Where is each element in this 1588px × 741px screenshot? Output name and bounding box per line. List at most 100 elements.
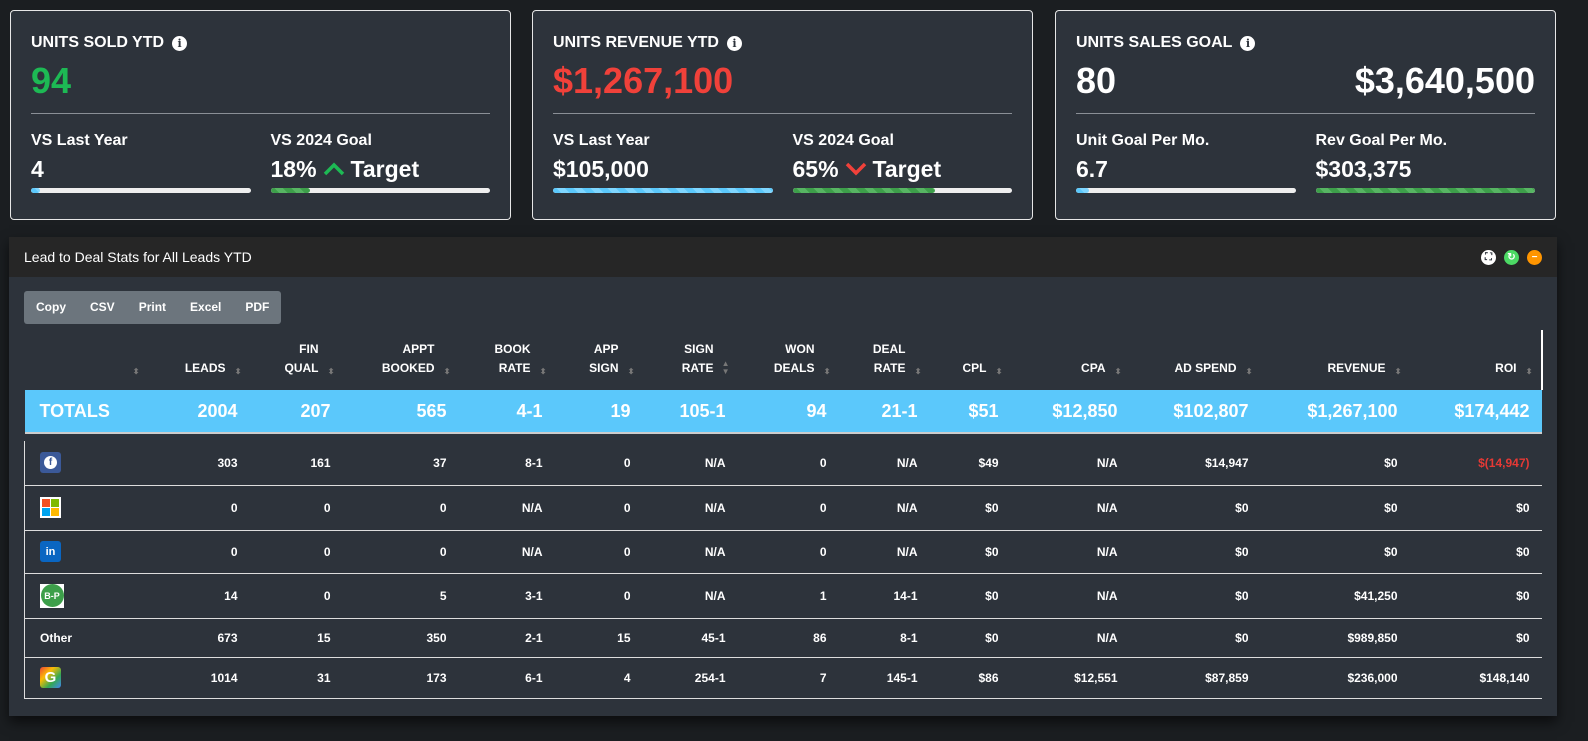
- stat-label: VS 2024 Goal: [792, 132, 894, 149]
- column-header[interactable]: CPL ⬍: [962, 361, 1003, 376]
- kpi-card: UNITS SALES GOAL i 80 $3,640,500 Unit Goal…: [1055, 10, 1556, 220]
- column-header[interactable]: APPT BOOKED ⬍: [381, 342, 451, 376]
- table-cell: N/A: [1010, 618, 1130, 658]
- table-cell: $0: [929, 618, 1011, 658]
- column-header[interactable]: ROI ⬍: [1409, 330, 1543, 390]
- expand-icon[interactable]: ⛶: [1481, 249, 1496, 265]
- csv-button[interactable]: CSV: [90, 300, 115, 314]
- table-cell: $(14,947): [1409, 441, 1542, 486]
- column-header[interactable]: FIN QUAL ⬍: [284, 342, 335, 376]
- column-header[interactable]: DEAL RATE ⬍: [872, 342, 922, 376]
- sort-icon[interactable]: ⬍: [914, 367, 922, 376]
- kpi-card: UNITS SOLD YTD i 94 VS Last Year 4 VS 202…: [10, 10, 511, 220]
- source-cell: f: [24, 441, 148, 486]
- source-cell: G: [24, 657, 148, 699]
- table-cell: 0: [554, 441, 643, 486]
- table-cell: 673: [147, 618, 250, 658]
- table-cell: N/A: [1010, 530, 1130, 574]
- column-header[interactable]: APP SIGN ⬍: [589, 342, 635, 376]
- sort-icon[interactable]: ⬍: [443, 367, 451, 376]
- info-icon[interactable]: i: [726, 35, 742, 51]
- copy-button[interactable]: Copy: [36, 300, 66, 314]
- table-cell: N/A: [1010, 573, 1130, 619]
- sort-icon[interactable]: ⬍: [234, 367, 242, 376]
- table-cell: 15: [249, 618, 343, 658]
- sort-icon[interactable]: ⬍: [327, 367, 335, 376]
- minimize-icon[interactable]: −: [1527, 249, 1542, 265]
- left-stat: Unit Goal Per Mo. 6.7: [1076, 132, 1296, 193]
- column-header[interactable]: WON DEALS ⬍: [773, 342, 831, 376]
- totals-cell: $51: [929, 390, 1011, 434]
- table-cell: N/A: [642, 573, 738, 619]
- card-title: UNITS REVENUE YTD: [553, 34, 719, 51]
- totals-cell: TOTALS: [24, 390, 148, 434]
- column-header[interactable]: SIGN RATE ▲ ▼: [681, 342, 730, 376]
- right-stat: VS 2024 Goal 65% Target: [792, 132, 1012, 193]
- sort-icon[interactable]: ⬍: [995, 367, 1003, 376]
- totals-cell: $174,442: [1409, 390, 1542, 434]
- panel-header: Lead to Deal Stats for All Leads YTD ⛶ ↻…: [9, 237, 1557, 277]
- table-cell: 0: [554, 485, 643, 531]
- print-button[interactable]: Print: [138, 300, 167, 314]
- table-row: G 1014 31 173 6-1 4 254-1 7 145-1 $86 $12,551 $87,8…: [24, 657, 1542, 699]
- table-cell: 31: [249, 657, 343, 699]
- sort-icon[interactable]: ⬍: [1394, 367, 1402, 376]
- table-cell: 3-1: [458, 573, 555, 619]
- table-cell: 0: [737, 485, 839, 531]
- stat-value: 4: [31, 155, 44, 182]
- stat-label: Rev Goal Per Mo.: [1315, 132, 1448, 149]
- table-cell: 8-1: [838, 618, 930, 658]
- table-cell: 0: [737, 441, 839, 486]
- column-header[interactable]: ⬍: [25, 330, 148, 390]
- table-cell: 8-1: [458, 441, 555, 486]
- table-row: 0 0 0 N/A 0 N/A 0 N/A $0 N/A $0 $0 $0: [24, 485, 1542, 531]
- bp-logo-icon: B-P: [40, 583, 64, 608]
- pdf-button[interactable]: PDF: [245, 300, 270, 314]
- table-cell: 45-1: [642, 618, 738, 658]
- progress-bar: [1076, 188, 1296, 193]
- excel-button[interactable]: Excel: [190, 300, 222, 314]
- table-cell: $0: [1260, 530, 1410, 574]
- column-header[interactable]: REVENUE ⬍: [1327, 361, 1402, 376]
- sort-icon[interactable]: ⬍: [1525, 367, 1533, 376]
- table-row: B-P 14 0 5 3-1 0 N/A 1 14-1 $0 N/A $0 $41,250 $0: [24, 573, 1542, 619]
- table-cell: 14-1: [838, 573, 930, 619]
- column-header[interactable]: CPA ⬍: [1081, 361, 1122, 376]
- sort-icon[interactable]: ⬍: [627, 367, 635, 376]
- table-cell: N/A: [838, 441, 930, 486]
- table-cell: $0: [1129, 530, 1261, 574]
- table-cell: 86: [737, 618, 839, 658]
- card-value-secondary: $3,640,500: [1354, 60, 1535, 101]
- refresh-icon[interactable]: ↻: [1504, 249, 1519, 265]
- totals-cell: 207: [249, 390, 343, 434]
- panel-title: Lead to Deal Stats for All Leads YTD: [24, 249, 252, 265]
- column-header[interactable]: LEADS ⬍: [184, 361, 242, 376]
- sort-icon[interactable]: ▲ ▼: [721, 359, 730, 376]
- table-cell: $0: [1409, 530, 1542, 574]
- column-header[interactable]: BOOK RATE ⬍: [494, 342, 547, 376]
- sort-icon[interactable]: ⬍: [1114, 367, 1122, 376]
- table-cell: 37: [342, 441, 459, 486]
- source-cell: Other: [24, 618, 148, 658]
- stat-label: VS Last Year: [553, 132, 650, 149]
- table-cell: $0: [1409, 485, 1542, 531]
- table-cell: $0: [929, 573, 1011, 619]
- table-cell: 350: [342, 618, 459, 658]
- progress-bar: [792, 188, 1012, 193]
- stat-value: $105,000: [553, 155, 649, 182]
- sort-icon[interactable]: ⬍: [823, 367, 831, 376]
- stat-value: $303,375: [1315, 155, 1412, 182]
- sort-icon[interactable]: ⬍: [539, 367, 547, 376]
- sort-icon[interactable]: ⬍: [132, 367, 140, 376]
- info-icon[interactable]: i: [172, 35, 188, 51]
- right-stat: VS 2024 Goal 18% Target: [270, 132, 490, 193]
- stat-value: 65%: [792, 155, 839, 182]
- table-cell: 5: [342, 573, 459, 619]
- column-header[interactable]: AD SPEND ⬍: [1174, 361, 1253, 376]
- info-icon[interactable]: i: [1240, 35, 1256, 51]
- table-cell: 0: [342, 485, 459, 531]
- totals-cell: 94: [737, 390, 839, 434]
- source-cell: [24, 485, 148, 531]
- sort-icon[interactable]: ⬍: [1245, 367, 1253, 376]
- table-cell: $989,850: [1260, 618, 1410, 658]
